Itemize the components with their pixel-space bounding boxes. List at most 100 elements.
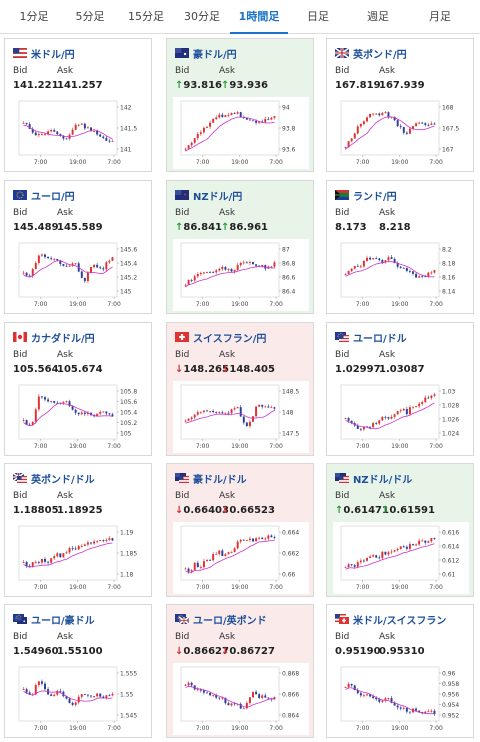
ask-price: 0.95310 (379, 646, 425, 657)
candle-body (221, 550, 224, 556)
candle-body (71, 129, 74, 135)
candle-body (384, 260, 387, 263)
currency-pair-link[interactable]: ユーロ/ドル (353, 334, 407, 345)
ask-label: Ask (219, 208, 236, 218)
ask-value: ↑86.961 (221, 222, 268, 233)
candle-body (396, 411, 399, 415)
candle-body (22, 420, 25, 421)
bid-label: Bid (335, 491, 350, 501)
candle-body (22, 689, 25, 691)
tab-3[interactable]: 30分足 (184, 10, 220, 23)
tab-2[interactable]: 15分足 (128, 10, 164, 23)
candle-body (199, 132, 202, 135)
moving-average-line (23, 690, 113, 702)
currency-pair-link[interactable]: ユーロ/豪ドル (31, 616, 95, 627)
x-tick-label: 7:00 (34, 301, 48, 308)
tab-4[interactable]: 1時間足 (230, 0, 288, 34)
candle-body (227, 114, 230, 116)
candle-body (212, 694, 215, 696)
tab-0[interactable]: 1分足 (19, 10, 49, 23)
candle-body (62, 402, 65, 404)
candle-body (190, 142, 193, 146)
currency-card[interactable]: 豪ドル/ドル Bid Ask ↓0.66403 ↓0.66523 0.664 0.662 0.… (166, 463, 314, 597)
candle-body (40, 558, 43, 563)
currency-card[interactable]: ユーロ/英ポンド Bid Ask ↓0.86627 ↓0.86727 0.868 0.866… (166, 604, 314, 738)
currency-card[interactable]: ランド/円 Bid Ask 8.173 8.218 8.2 8.18 8.16 8.14 7:00… (326, 180, 474, 314)
currency-pair-link[interactable]: 英ポンド/ドル (31, 475, 95, 486)
candle-body (421, 401, 424, 404)
candle-body (99, 267, 102, 269)
currency-pair-link[interactable]: 豪ドル/円 (193, 50, 237, 61)
currency-pair-link[interactable]: 米ドル/円 (31, 50, 75, 61)
currency-pair-link[interactable]: 米ドル/スイスフラン (353, 616, 447, 627)
candle-body (53, 258, 56, 260)
bid-label: Bid (335, 208, 350, 218)
x-tick-label: 19:00 (69, 301, 86, 308)
currency-card[interactable]: NZドル/円 Bid Ask ↑86.841 ↑86.961 87 86.8 86.6 86.4… (166, 180, 314, 314)
bid-price: 93.816 (183, 80, 222, 91)
bid-value: 1.54960 (13, 646, 59, 657)
currency-pair-link[interactable]: スイスフラン/円 (193, 334, 267, 345)
candle-body (252, 120, 254, 122)
y-tick-label: 105.2 (120, 420, 137, 427)
currency-card[interactable]: ユーロ/円 Bid Ask 145.489 145.589 145.6 145.4 145.2… (4, 180, 152, 314)
candle-body (50, 258, 53, 260)
candle-body (34, 132, 37, 136)
candle-body (227, 412, 230, 414)
candle-body (184, 685, 187, 687)
currency-pair-link[interactable]: NZドル/円 (193, 192, 243, 203)
currency-card[interactable]: 米ドル/円 Bid Ask 141.221 141.257 142 141.5 141 7:00… (4, 38, 152, 172)
candle-body (83, 544, 86, 546)
currency-card[interactable]: 英ポンド/円 Bid Ask 167.819 167.939 168 167.5 167 7:0… (326, 38, 474, 172)
candle-body (344, 147, 347, 148)
currency-card[interactable]: カナダドル/円 Bid Ask 105.564 105.674 105.8 105.6 105… (4, 322, 152, 456)
candle-body (381, 113, 384, 116)
currency-pair-link[interactable]: 豪ドル/ドル (193, 475, 247, 486)
candle-body (93, 264, 96, 268)
candle-body (245, 702, 248, 709)
candle-body (356, 425, 359, 429)
candle-body (105, 411, 108, 414)
candle-body (90, 542, 92, 544)
currency-pair-link[interactable]: ユーロ/英ポンド (193, 616, 267, 627)
x-tick-label: 7:00 (356, 301, 370, 308)
currency-card[interactable]: ユーロ/豪ドル Bid Ask 1.54960 1.55100 1.555 1.55 1.54… (4, 604, 152, 738)
y-tick-label: 167.5 (442, 126, 459, 133)
currency-card[interactable]: 豪ドル/円 Bid Ask ↑93.816 ↑93.936 94 93.8 93.6 7:00 1… (166, 38, 314, 172)
tab-6[interactable]: 週足 (367, 10, 389, 23)
bid-price: 145.489 (13, 222, 59, 233)
tab-7[interactable]: 月足 (429, 10, 451, 23)
bid-value: 0.95190 (335, 646, 381, 657)
y-tick-label: 93.8 (282, 126, 296, 133)
candle-body (90, 267, 92, 273)
moving-average-line (23, 402, 113, 427)
candle-body (187, 280, 190, 285)
candle-body (418, 276, 421, 278)
price-chart: 1.555 1.55 1.545 7:00 19:00 7:00 (11, 663, 147, 735)
currency-card[interactable]: スイスフラン/円 Bid Ask ↓148.265 ↓148.405 148.5 148 14… (166, 322, 314, 456)
candle-body (50, 558, 53, 563)
ask-label: Ask (219, 632, 236, 642)
currency-pair-link[interactable]: 英ポンド/円 (353, 50, 407, 61)
candle-body (236, 112, 239, 114)
currency-card[interactable]: NZドル/ドル Bid Ask ↑0.61471 ↑0.61591 0.616 0.614 0… (326, 463, 474, 597)
currency-pair-link[interactable]: NZドル/ドル (353, 475, 413, 486)
currency-card[interactable]: 米ドル/スイスフラン Bid Ask 0.95190 0.95310 0.96 0.958 0… (326, 604, 474, 738)
y-tick-label: 86.4 (282, 289, 296, 296)
candle-body (34, 409, 37, 422)
candle-body (362, 121, 365, 124)
currency-card[interactable]: ユーロ/ドル Bid Ask 1.02997 1.03087 1.03 1.028 1.026… (326, 322, 474, 456)
tab-5[interactable]: 日足 (307, 10, 329, 23)
candle-body (25, 689, 28, 693)
tab-1[interactable]: 5分足 (75, 10, 105, 23)
candle-body (424, 276, 427, 278)
currency-pair-link[interactable]: ユーロ/円 (31, 192, 75, 203)
currency-card[interactable]: 英ポンド/ドル Bid Ask 1.18805 1.18925 1.19 1.185 1.18… (4, 463, 152, 597)
candle-body (68, 401, 71, 406)
currency-pair-link[interactable]: ランド/円 (353, 192, 397, 203)
candle-body (202, 272, 205, 274)
candle-body (59, 402, 62, 404)
candle-body (359, 266, 362, 268)
candle-body (372, 113, 375, 115)
currency-pair-link[interactable]: カナダドル/円 (31, 334, 95, 345)
